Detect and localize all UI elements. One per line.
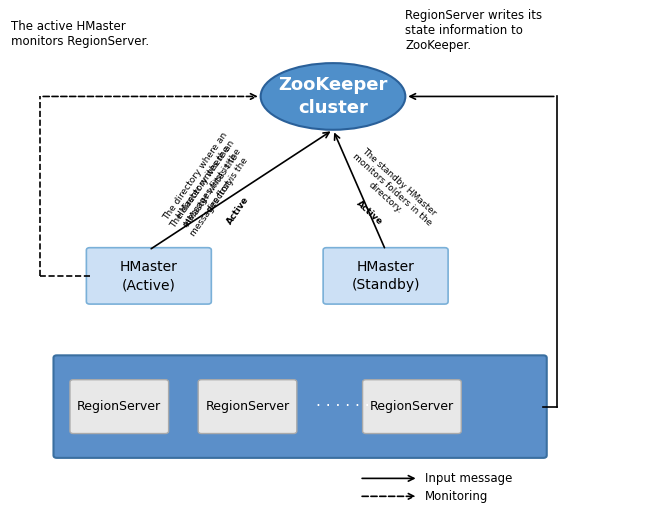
Text: Monitoring: Monitoring xyxy=(425,490,488,503)
Text: The active HMaster
monitors RegionServer.: The active HMaster monitors RegionServer… xyxy=(11,20,149,47)
Text: Active: Active xyxy=(354,199,384,227)
Text: The directory where an
HMaster writes the
messages first is the
directory.: The directory where an HMaster writes th… xyxy=(161,130,254,240)
Text: RegionServer: RegionServer xyxy=(370,400,454,413)
Text: RegionServer writes its
state information to
ZooKeeper.: RegionServer writes its state informatio… xyxy=(406,9,543,52)
FancyBboxPatch shape xyxy=(70,380,168,433)
Text: Active: Active xyxy=(225,195,250,226)
FancyBboxPatch shape xyxy=(87,247,211,304)
Text: The standby HMaster
monitors folders in the
directory.: The standby HMaster monitors folders in … xyxy=(344,144,440,235)
Text: HMaster
(Standby): HMaster (Standby) xyxy=(352,259,420,292)
Ellipse shape xyxy=(260,63,406,130)
Text: ZooKeeper
cluster: ZooKeeper cluster xyxy=(278,76,388,117)
FancyBboxPatch shape xyxy=(198,380,297,433)
Text: The directory where an
HMaster writes the
messages first is the: The directory where an HMaster writes th… xyxy=(169,139,254,242)
Text: The directory where an
HMaster writes the
messages first is the Active
directory: The directory where an HMaster writes th… xyxy=(159,127,264,253)
Text: RegionServer: RegionServer xyxy=(77,400,161,413)
FancyBboxPatch shape xyxy=(362,380,462,433)
Text: HMaster
(Active): HMaster (Active) xyxy=(120,259,178,292)
Text: Input message: Input message xyxy=(425,472,512,485)
FancyBboxPatch shape xyxy=(323,247,448,304)
Text: RegionServer: RegionServer xyxy=(205,400,290,413)
FancyBboxPatch shape xyxy=(53,355,547,458)
Text: · · · · · ·: · · · · · · xyxy=(316,399,370,414)
